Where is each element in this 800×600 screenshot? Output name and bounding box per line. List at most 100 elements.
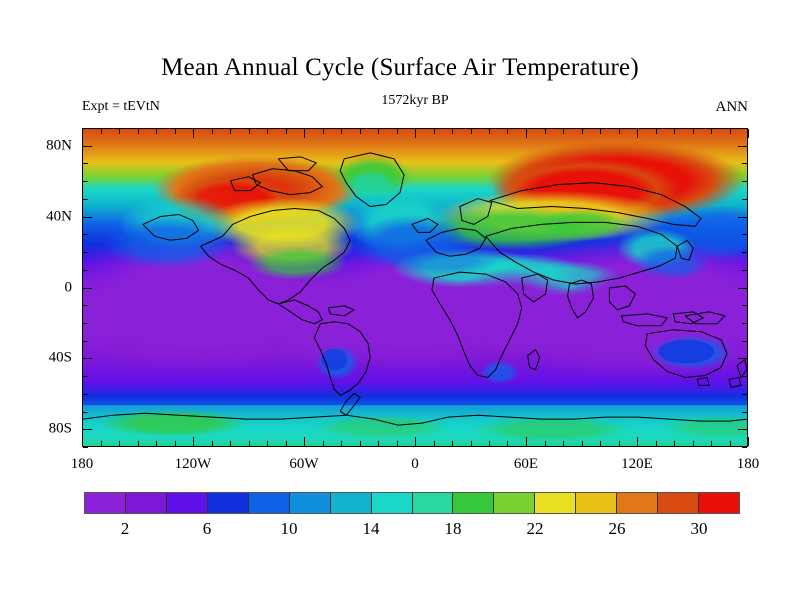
x-axis-tick	[600, 441, 601, 446]
colorbar[interactable]	[84, 492, 740, 514]
x-axis-tick-label: 60E	[513, 456, 539, 472]
x-axis-tick	[434, 129, 435, 134]
x-axis-tick	[619, 129, 620, 134]
x-axis-tick	[711, 129, 712, 134]
y-axis-tick	[742, 412, 747, 413]
y-axis-tick	[83, 181, 88, 182]
time-period-label: 1572kyr BP	[381, 93, 449, 108]
y-axis-tick	[83, 252, 88, 253]
y-axis-tick	[83, 305, 88, 306]
x-axis-tick	[230, 441, 231, 446]
x-axis-tick	[267, 129, 268, 134]
x-axis-tick	[156, 441, 157, 446]
temperature-contour-map	[83, 129, 747, 446]
y-axis-tick	[742, 163, 747, 164]
y-axis-tick	[83, 447, 88, 448]
colorbar-cell[interactable]	[248, 493, 290, 513]
x-axis-tick-label: 120W	[174, 456, 212, 472]
colorbar-cell[interactable]	[658, 493, 700, 513]
x-axis-tick	[711, 441, 712, 446]
x-axis-tick	[156, 129, 157, 134]
x-axis-tick	[730, 441, 731, 446]
y-axis-tick	[83, 358, 92, 359]
x-axis-tick	[674, 441, 675, 446]
x-axis-tick	[304, 129, 305, 138]
colorbar-cell[interactable]	[576, 493, 618, 513]
x-axis-tick	[360, 441, 361, 446]
x-axis-tick-label: 60W	[289, 456, 319, 472]
x-axis-tick	[397, 129, 398, 134]
colorbar-cells[interactable]	[84, 492, 740, 514]
x-axis-tick	[119, 129, 120, 134]
y-axis-tick	[742, 270, 747, 271]
x-axis-tick	[489, 441, 490, 446]
x-axis-tick	[656, 129, 657, 134]
x-axis-tick	[693, 441, 694, 446]
colorbar-cell[interactable]	[453, 493, 495, 513]
y-axis-tick	[83, 146, 92, 147]
y-axis-tick	[742, 181, 747, 182]
y-axis-tick	[83, 199, 88, 200]
y-axis-tick	[83, 323, 88, 324]
x-axis-tick	[175, 441, 176, 446]
colorbar-cell[interactable]	[166, 493, 208, 513]
y-axis-tick-label: 40S	[48, 349, 72, 366]
colorbar-tick-label: 26	[608, 519, 626, 538]
y-axis-tick	[742, 341, 747, 342]
colorbar-cell[interactable]	[412, 493, 454, 513]
y-axis-tick	[742, 128, 747, 129]
y-axis-tick	[83, 288, 92, 289]
y-axis-tick	[83, 376, 88, 377]
colorbar-cell[interactable]	[371, 493, 413, 513]
x-axis-tick	[341, 441, 342, 446]
x-axis-tick	[82, 437, 83, 446]
y-axis-tick	[742, 199, 747, 200]
x-axis-tick	[471, 441, 472, 446]
colorbar-tick-label: 18	[444, 519, 462, 538]
y-axis-tick	[742, 234, 747, 235]
x-axis-tick	[360, 129, 361, 134]
y-axis-tick	[742, 323, 747, 324]
colorbar-cell[interactable]	[617, 493, 659, 513]
y-axis-tick	[738, 358, 747, 359]
x-axis-tick	[193, 437, 194, 446]
x-axis-tick	[637, 129, 638, 138]
x-axis-tick	[378, 441, 379, 446]
x-axis-tick-label: 0	[411, 456, 419, 472]
x-axis-tick	[600, 129, 601, 134]
colorbar-cell[interactable]	[289, 493, 331, 513]
y-axis-tick	[83, 234, 88, 235]
map-plot-area	[82, 128, 748, 447]
x-axis-tick	[286, 129, 287, 134]
x-axis-tick	[637, 437, 638, 446]
colorbar-cell[interactable]	[125, 493, 167, 513]
x-axis-tick	[674, 129, 675, 134]
y-axis-tick	[83, 412, 88, 413]
x-axis-tick	[138, 129, 139, 134]
y-axis-tick	[738, 288, 747, 289]
x-axis-tick	[545, 129, 546, 134]
y-axis-tick	[738, 429, 747, 430]
x-axis-tick	[230, 129, 231, 134]
y-axis-tick	[738, 217, 747, 218]
y-axis-tick-label: 80N	[46, 137, 72, 154]
x-axis-tick	[730, 129, 731, 134]
y-axis-tick	[83, 429, 92, 430]
y-axis-tick-label: 0	[64, 279, 73, 295]
colorbar-cell[interactable]	[535, 493, 577, 513]
x-axis-tick	[545, 441, 546, 446]
colorbar-cell[interactable]	[699, 493, 739, 513]
x-axis-tick	[341, 129, 342, 134]
colorbar-tick-label: 30	[690, 519, 708, 538]
x-axis-tick	[175, 129, 176, 134]
colorbar-cell[interactable]	[494, 493, 536, 513]
colorbar-cell[interactable]	[330, 493, 372, 513]
x-axis-tick	[526, 129, 527, 138]
x-axis-tick	[378, 129, 379, 134]
colorbar-cell[interactable]	[207, 493, 249, 513]
y-axis-tick	[742, 394, 747, 395]
x-axis-tick	[563, 129, 564, 134]
colorbar-cell[interactable]	[85, 493, 126, 513]
x-axis-tick	[489, 129, 490, 134]
y-axis-tick	[742, 305, 747, 306]
